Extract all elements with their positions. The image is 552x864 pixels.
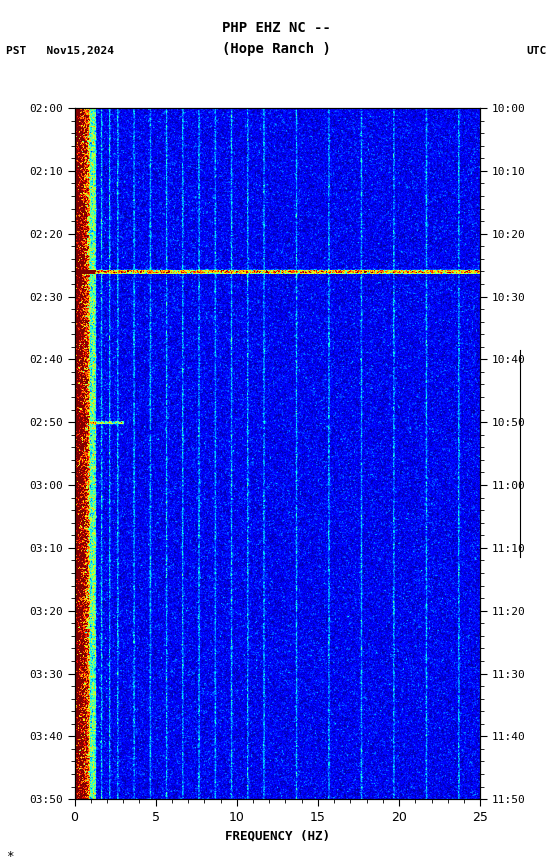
Text: UTC: UTC [526,46,546,56]
Text: PHP EHZ NC --: PHP EHZ NC -- [221,21,331,35]
Text: (Hope Ranch ): (Hope Ranch ) [221,42,331,56]
Text: PST   Nov15,2024: PST Nov15,2024 [6,46,114,56]
Text: *: * [6,849,13,862]
X-axis label: FREQUENCY (HZ): FREQUENCY (HZ) [225,829,330,842]
